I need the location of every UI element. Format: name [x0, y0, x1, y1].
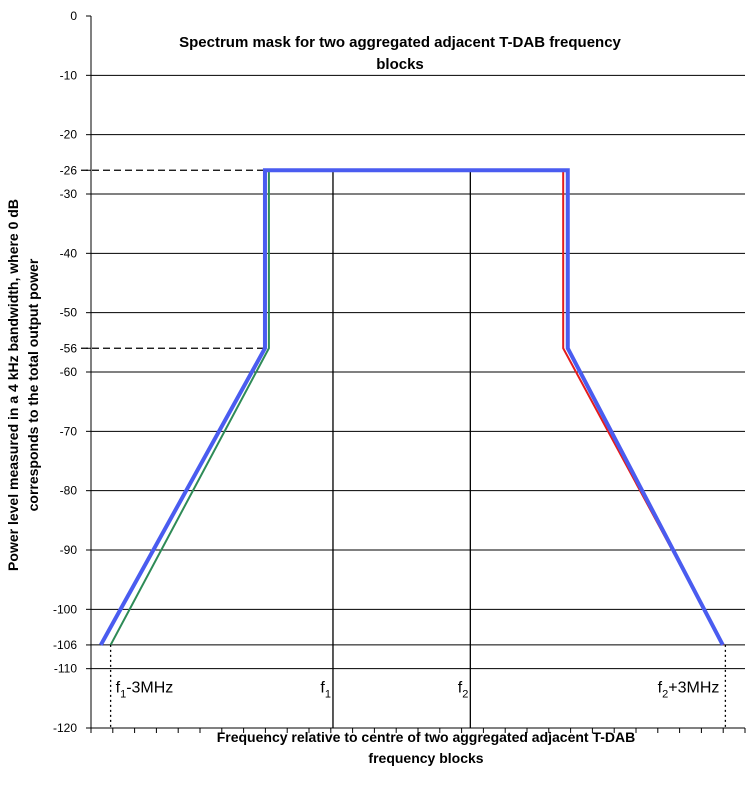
y-tick-label: -50: [60, 306, 78, 320]
chart-title-line-2: blocks: [376, 56, 424, 73]
reference-lines: [81, 169, 265, 349]
y-tick-label: -40: [60, 246, 78, 260]
y-tick-label: -10: [60, 68, 78, 82]
y-tick-label: -110: [54, 662, 77, 676]
y-tick-label: -26: [60, 163, 78, 177]
y-tick-label: 0: [70, 9, 77, 23]
series-group: [99, 168, 725, 646]
axes: [86, 15, 746, 733]
series-line-2: [272, 169, 725, 646]
y-tick-labels: 0 -10 -20 -26 -30 -40 -50 -56 -60 -70 -80 -90 -100 -1…: [53, 9, 77, 735]
y-axis-label-line-2: corresponds to the total output power: [25, 258, 41, 511]
y-tick-label: -56: [60, 341, 78, 355]
y-tick-label: -20: [60, 128, 78, 142]
frequency-marker-label: f2+3MHz: [658, 679, 720, 700]
y-tick-label: -30: [60, 187, 78, 201]
y-tick-label: -80: [60, 484, 78, 498]
x-axis-label-line-2: frequency blocks: [368, 750, 483, 766]
y-tick-label: -60: [60, 365, 78, 379]
series-line-1: [109, 169, 564, 646]
frequency-markers: f1-3MHz f1 f2 f2+3MHz: [109, 644, 727, 728]
y-tick-label: -100: [53, 602, 77, 616]
frequency-marker-label: f2: [458, 679, 469, 700]
series-line-3: [99, 168, 725, 646]
y-tick-label: -106: [53, 638, 77, 652]
chart-title-line-1: Spectrum mask for two aggregated adjacen…: [179, 34, 621, 51]
y-tick-label: -120: [53, 721, 77, 735]
y-tick-label: -90: [60, 543, 78, 557]
y-tick-label: -70: [60, 424, 78, 438]
x-axis-label-line-1: Frequency relative to centre of two aggr…: [217, 729, 636, 745]
grid: [91, 74, 745, 728]
frequency-marker-label: f1: [320, 679, 331, 700]
y-axis-label-line-1: Power level measured in a 4 kHz bandwidt…: [5, 199, 21, 571]
frequency-marker-label: f1-3MHz: [116, 679, 174, 700]
